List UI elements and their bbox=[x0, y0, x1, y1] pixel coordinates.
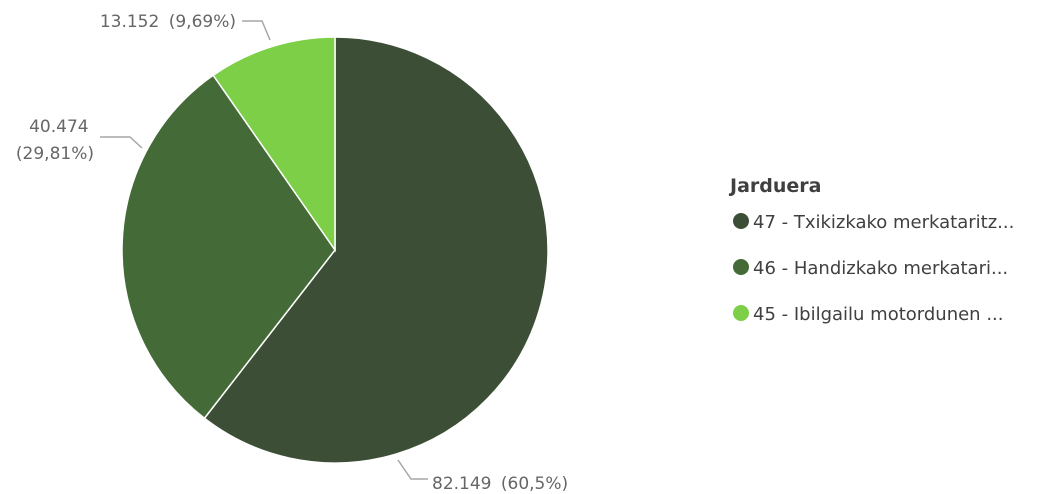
data-label-0: 82.149 (60,5%) bbox=[432, 474, 568, 494]
data-label-1: 40.474 (29,81%) bbox=[16, 117, 94, 164]
legend-marker-0 bbox=[733, 213, 749, 229]
legend-label-1: 46 - Handizkako merkatari... bbox=[753, 258, 1008, 279]
legend-item-47[interactable]: 47 - Txikizkako merkataritz... bbox=[733, 212, 1014, 233]
leader-line-1 bbox=[100, 136, 143, 149]
pie-slices bbox=[121, 36, 549, 464]
legend-marker-1 bbox=[733, 259, 749, 275]
legend-marker-2 bbox=[733, 305, 749, 321]
pie-slice-1[interactable] bbox=[121, 74, 336, 420]
leader-line-2 bbox=[242, 20, 271, 41]
legend-label-0: 47 - Txikizkako merkataritz... bbox=[753, 212, 1014, 233]
pie-slice-2[interactable] bbox=[212, 36, 336, 253]
legend-label-2: 45 - Ibilgailu motordunen ... bbox=[753, 304, 1003, 325]
legend-title: Jarduera bbox=[728, 175, 821, 197]
leader-line-0 bbox=[397, 459, 428, 480]
legend-item-46[interactable]: 46 - Handizkako merkatari... bbox=[733, 258, 1008, 279]
legend: Jarduera 47 - Txikizkako merkataritz... … bbox=[728, 175, 1014, 325]
data-label-2: 13.152 (9,69%) bbox=[100, 12, 236, 32]
pie-slice-0[interactable] bbox=[203, 36, 549, 464]
legend-item-45[interactable]: 45 - Ibilgailu motordunen ... bbox=[733, 304, 1003, 325]
data-labels: 82.149 (60,5%) 40.474 (29,81%) 13.152 (9… bbox=[16, 12, 568, 494]
